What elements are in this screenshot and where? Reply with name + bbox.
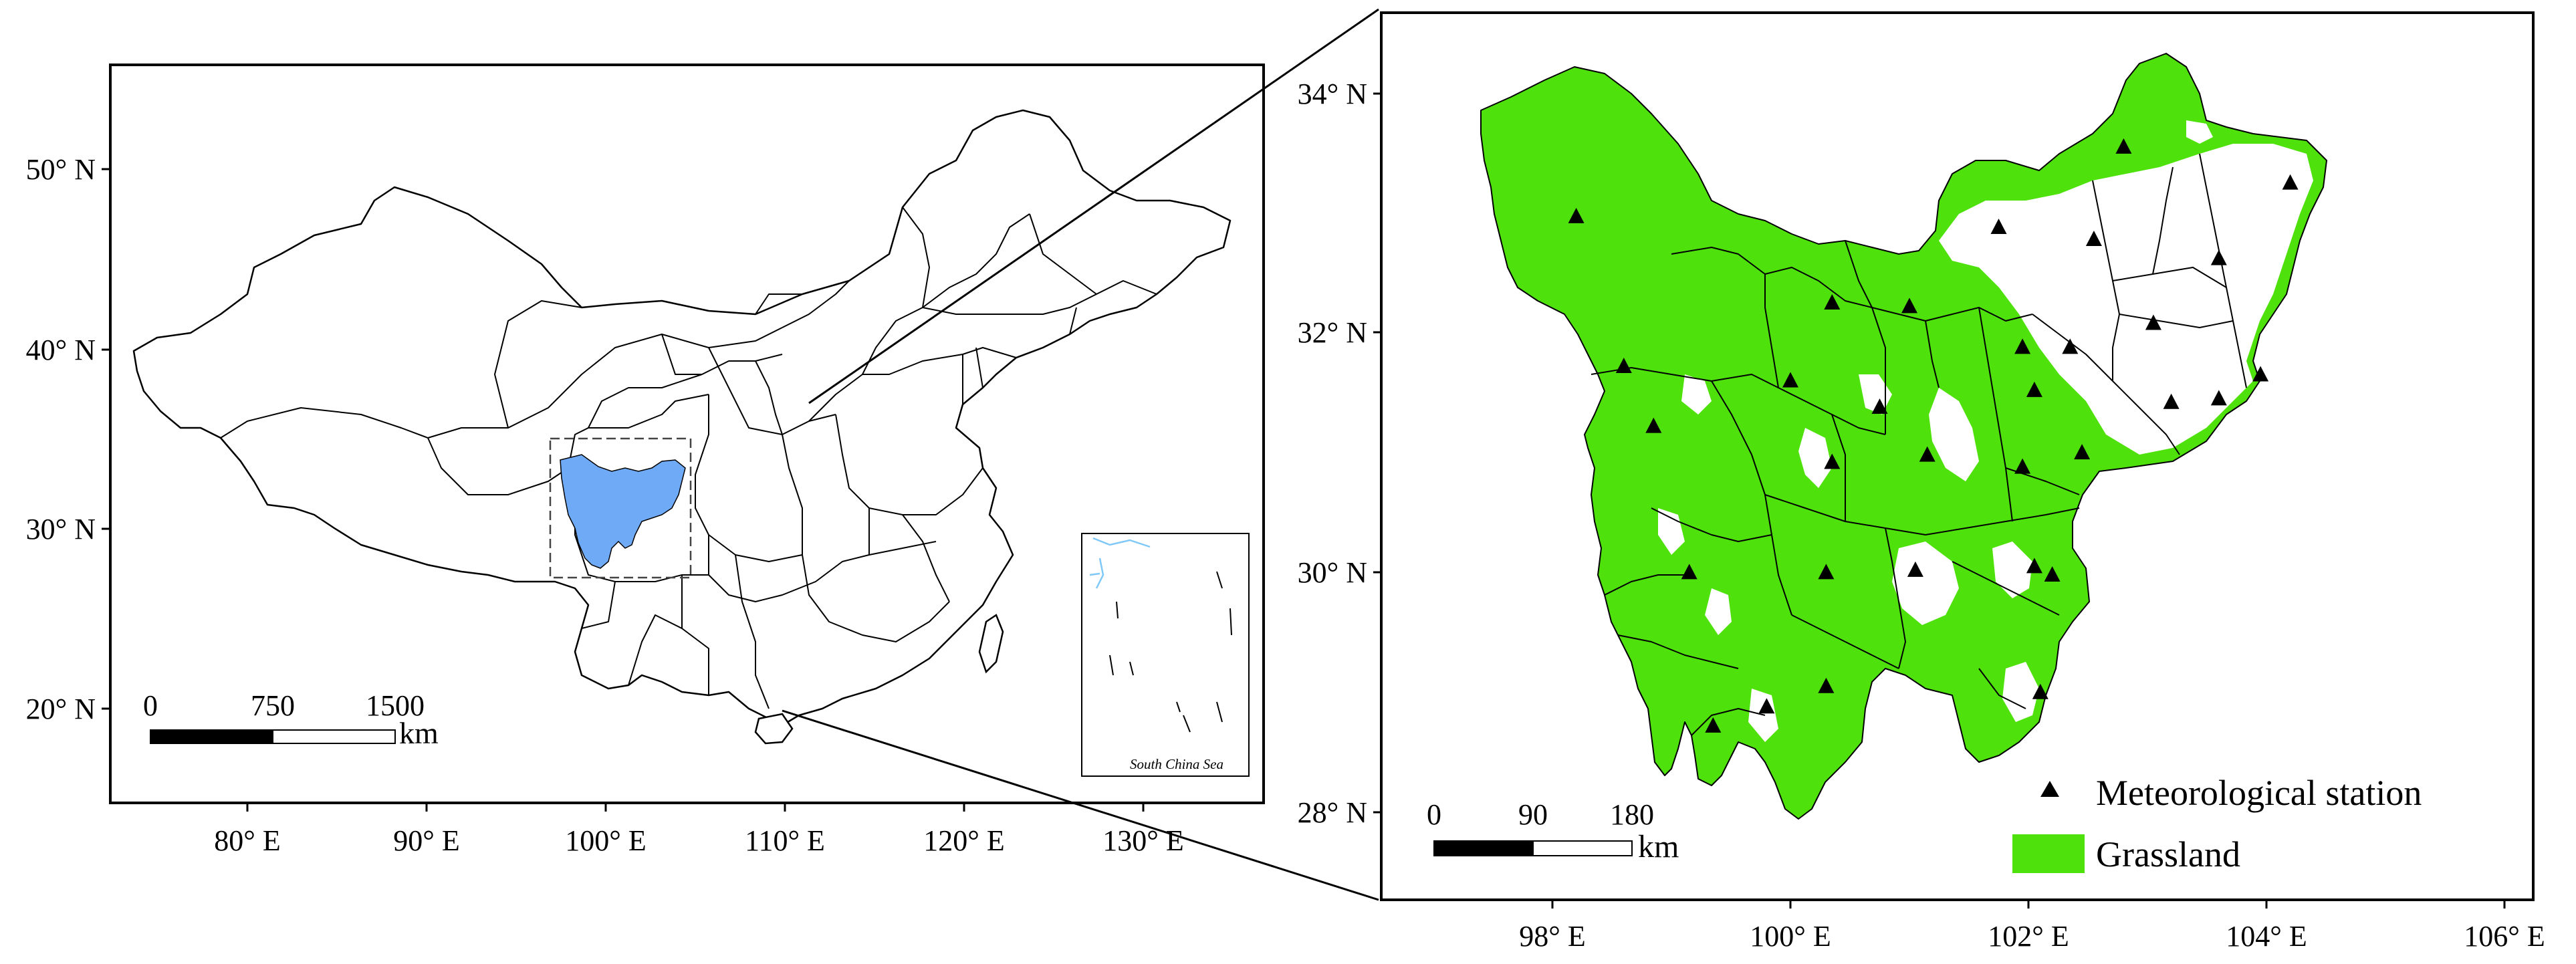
- station-marker: [1705, 717, 1722, 733]
- study-area-box: [549, 437, 692, 579]
- province-boundaries: [220, 207, 1157, 709]
- station-marker: [2210, 249, 2227, 265]
- station-marker: [2085, 230, 2102, 246]
- legend-grassland-label: Grassland: [2096, 834, 2240, 874]
- lat-label-20: 20° N: [26, 693, 96, 725]
- lon-label-120: 120° E: [923, 824, 1004, 857]
- station-marker: [1871, 398, 1888, 414]
- station-marker: [2074, 444, 2091, 460]
- station-marker: [2252, 366, 2269, 382]
- lat-label-28: 28° N: [1298, 796, 1367, 829]
- detail-scale-tick-90: 90: [1518, 798, 1548, 831]
- detail-scale-unit: km: [1638, 829, 1679, 864]
- china-outline: [132, 109, 1232, 727]
- station-marker: [2115, 138, 2132, 154]
- station-marker: [1758, 698, 1775, 714]
- station-markers: [1568, 138, 2299, 733]
- lat-label-30-detail: 30° N: [1298, 556, 1367, 589]
- station-marker: [2014, 458, 2031, 474]
- legend-station-label: Meteorological station: [2096, 773, 2422, 813]
- station-marker: [2026, 558, 2042, 574]
- overview-lon-labels: 80° E 90° E 100° E 110° E 120° E 130° E: [214, 803, 1184, 857]
- detail-scale-tick-0: 0: [1427, 798, 1441, 831]
- station-marker: [1818, 564, 1835, 580]
- detail-scale-tick-180: 180: [1610, 798, 1654, 831]
- station-marker: [1568, 207, 1585, 223]
- overview-map: South China Sea 50° N 40° N 30° N 20° N …: [26, 8, 1379, 901]
- station-marker: [2014, 338, 2031, 354]
- lon-label-110: 110° E: [745, 824, 825, 857]
- station-marker: [1907, 561, 1923, 577]
- station-marker: [1919, 446, 1936, 462]
- overview-scale-bar: 0 750 1500 km: [143, 689, 439, 750]
- legend: Meteorological station Grassland: [2012, 773, 2422, 874]
- lon-label-104: 104° E: [2226, 920, 2307, 953]
- lon-label-80: 80° E: [214, 824, 280, 857]
- station-marker: [1990, 219, 2007, 235]
- station-marker: [2282, 174, 2299, 190]
- inset-frame: [1081, 533, 1250, 777]
- station-marker: [2062, 338, 2079, 354]
- inset-label: South China Sea: [1130, 756, 1223, 772]
- detail-lon-labels: 98° E 100° E 102° E 104° E 106° E: [1519, 900, 2545, 953]
- lon-label-130: 130° E: [1102, 824, 1183, 857]
- station-marker: [2145, 314, 2161, 330]
- scale-unit: km: [399, 716, 439, 750]
- station-marker: [2026, 381, 2042, 397]
- zoom-line-bottom: [782, 709, 1379, 901]
- overview-lat-labels: 50° N 40° N 30° N 20° N: [26, 153, 110, 725]
- scale-tick-750: 750: [251, 689, 295, 722]
- station-marker: [2044, 566, 2061, 582]
- lon-label-90: 90° E: [393, 824, 459, 857]
- detail-map: 34° N 32° N 30° N 28° N 98° E 100° E 102…: [1298, 11, 2545, 953]
- legend-grassland-swatch: [2012, 834, 2085, 873]
- legend-station-icon: [2040, 781, 2059, 797]
- study-area-fill: [560, 454, 686, 569]
- station-marker: [2210, 390, 2227, 406]
- lat-label-34: 34° N: [1298, 78, 1367, 110]
- south-china-sea-inset: South China Sea: [1081, 533, 1250, 777]
- scale-tick-1500: 1500: [366, 689, 425, 722]
- lat-label-50: 50° N: [26, 153, 96, 186]
- lat-label-40: 40° N: [26, 334, 96, 366]
- non-grassland-patches: [1658, 120, 2313, 742]
- lat-label-30: 30° N: [26, 513, 96, 546]
- station-marker: [1818, 677, 1835, 693]
- hainan-island: [754, 713, 794, 745]
- zoom-line-top: [808, 8, 1379, 404]
- station-marker: [1824, 453, 1841, 469]
- station-marker: [1901, 297, 1917, 314]
- lat-label-32: 32° N: [1298, 316, 1367, 349]
- inset-coast: [1089, 537, 1151, 589]
- county-boundaries: [1591, 153, 2247, 736]
- lon-label-100: 100° E: [565, 824, 646, 857]
- station-marker: [2032, 683, 2048, 699]
- station-marker: [1824, 293, 1841, 310]
- station-marker: [2163, 393, 2180, 409]
- station-marker: [1645, 417, 1662, 433]
- lon-label-106: 106° E: [2464, 920, 2545, 953]
- scale-tick-0: 0: [143, 689, 158, 722]
- detail-lat-labels: 34° N 32° N 30° N 28° N: [1298, 78, 1381, 829]
- detail-scale-bar: 0 90 180 km: [1427, 798, 1679, 864]
- station-marker: [1681, 564, 1697, 580]
- lon-label-98: 98° E: [1519, 920, 1585, 953]
- station-marker: [1615, 358, 1632, 374]
- station-marker: [1782, 372, 1798, 388]
- lon-label-100-detail: 100° E: [1750, 920, 1831, 953]
- lon-label-102: 102° E: [1988, 920, 2069, 953]
- taiwan-island: [978, 614, 1004, 674]
